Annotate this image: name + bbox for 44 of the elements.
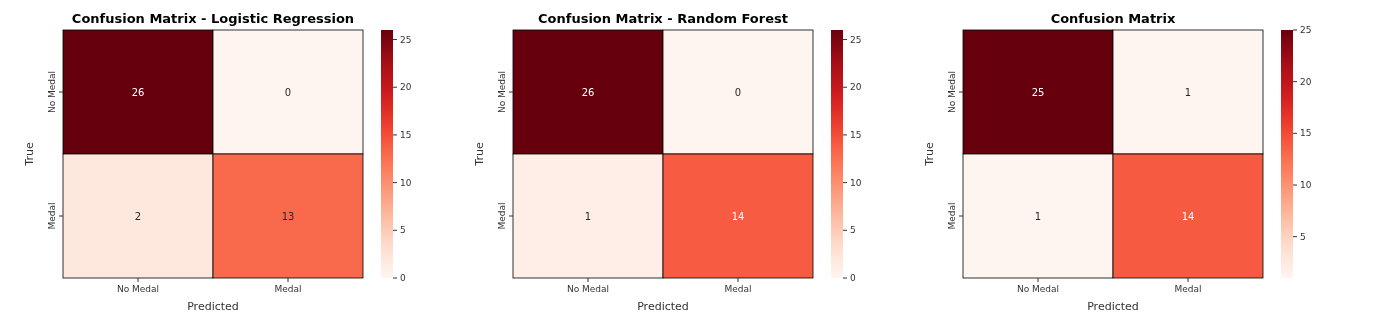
color-bar-label: 15 [850,130,862,141]
data-label: 14 [1181,210,1195,222]
data-label: 26 [131,86,145,98]
data-label: 0 [734,86,742,98]
color-bar-label: 0 [850,273,856,284]
color-bar-label: 10 [850,177,862,188]
x-tick-label: Medal [274,284,302,294]
data-label: 1 [1184,86,1192,98]
color-bar-label: 5 [1300,231,1306,242]
data-label: 1 [1034,210,1042,222]
x-tick-label: No Medal [116,284,160,294]
color-bar-label: 5 [400,225,406,236]
color-bar-label: 15 [400,130,412,141]
color-bar-label: 5 [850,225,856,236]
chart-title: Confusion Matrix - Random Forest [538,11,788,26]
x-axis-title: Predicted [187,300,239,313]
x-axis-title: Predicted [637,300,689,313]
color-bar-label: 25 [400,34,412,45]
x-tick-label: Medal [1174,284,1202,294]
data-label: 26 [581,86,595,98]
x-tick-label: Medal [724,284,752,294]
data-label: 2 [134,210,142,222]
data-label: 14 [731,210,745,222]
x-tick-label: No Medal [1016,284,1060,294]
color-bar-label: 10 [1300,180,1312,191]
x-tick-label: No Medal [566,284,610,294]
chart-title: Confusion Matrix [1050,11,1176,26]
color-bar-label: 20 [400,82,412,93]
color-bar-label: 25 [850,34,862,45]
color-bar-label: 20 [1300,76,1312,87]
y-axis-title: True [23,142,36,167]
chart-title: Confusion Matrix - Logistic Regression [71,11,355,26]
data-label: 0 [284,86,292,98]
color-bar-label: 20 [850,82,862,93]
data-label: 25 [1031,86,1045,98]
color-bar-label: 15 [1300,128,1312,139]
data-label: 1 [584,210,592,222]
color-bar-label: 25 [1300,25,1312,36]
y-axis-title: True [923,142,936,167]
color-bar-label: 10 [400,177,412,188]
data-label: 13 [281,210,295,222]
x-axis-title: Predicted [1087,300,1139,313]
y-axis-title: True [473,142,486,167]
color-bar-label: 0 [400,273,406,284]
